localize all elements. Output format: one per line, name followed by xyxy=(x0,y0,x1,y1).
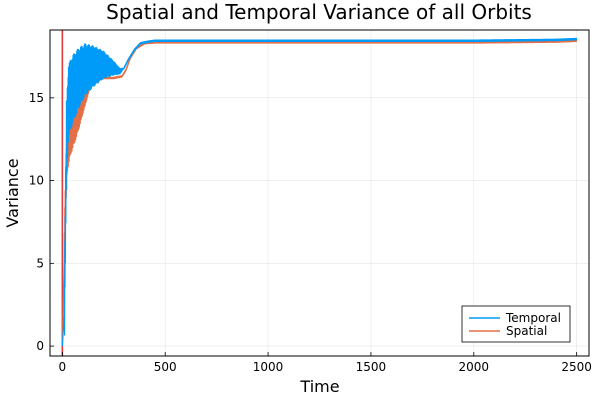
plot-frame xyxy=(49,29,590,357)
y-tick-label: 10 xyxy=(29,174,44,188)
legend: Temporal Spatial xyxy=(461,305,571,343)
series-line-spatial xyxy=(61,39,578,347)
legend-box xyxy=(461,305,571,343)
x-axis-ticks: 0 500 1000 1500 2000 2500 xyxy=(59,352,592,374)
series-line-temporal xyxy=(61,37,578,347)
y-axis-label: Variance xyxy=(3,158,22,227)
x-tick-label: 1500 xyxy=(356,360,387,374)
series-lines xyxy=(61,37,578,347)
x-tick-label: 0 xyxy=(59,360,67,374)
x-tick-label: 2000 xyxy=(459,360,490,374)
x-tick-label: 500 xyxy=(154,360,177,374)
y-tick-label: 0 xyxy=(36,339,44,353)
legend-label-temporal: Temporal xyxy=(505,311,561,325)
x-tick-label: 1000 xyxy=(253,360,284,374)
x-tick-label: 2500 xyxy=(561,360,592,374)
legend-label-spatial: Spatial xyxy=(506,324,547,338)
y-axis-ticks: 0 5 10 15 xyxy=(29,91,54,353)
chart-title: Spatial and Temporal Variance of all Orb… xyxy=(106,0,532,24)
grid xyxy=(50,30,589,356)
x-axis-label: Time xyxy=(299,377,339,396)
y-tick-label: 15 xyxy=(29,91,44,105)
y-tick-label: 5 xyxy=(36,256,44,270)
